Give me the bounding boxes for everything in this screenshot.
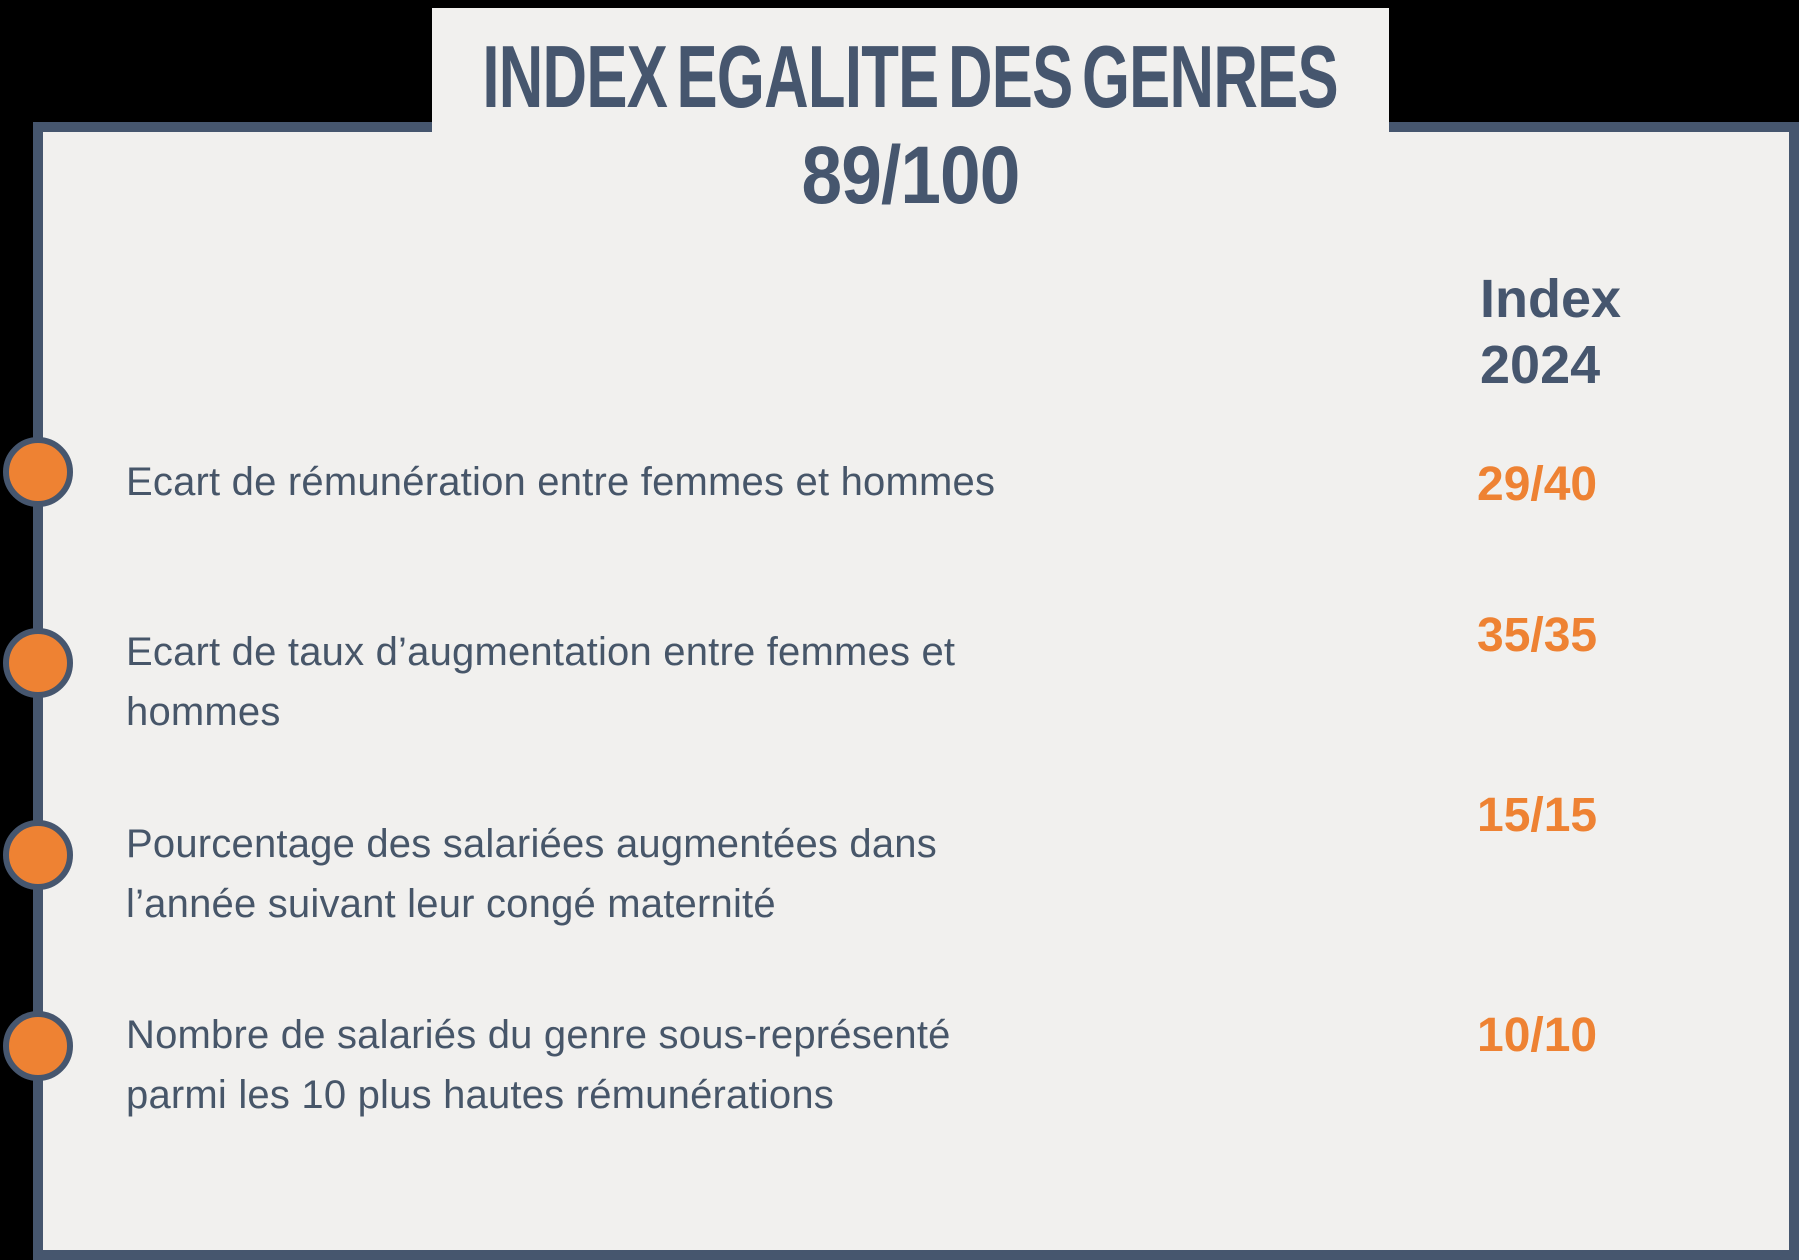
row-score-remuneration: 29/40	[1477, 458, 1598, 511]
row-label-hautes-remunerations: Nombre de salariés du genre sous-représe…	[126, 1013, 951, 1117]
row-label-remuneration: Ecart de rémunération entre femmes et ho…	[126, 460, 996, 504]
row-label-conge-maternite: Pourcentage des salariées augmentées dan…	[126, 822, 937, 926]
orange-circle-icon	[3, 1011, 73, 1081]
row-score-conge-maternite: 15/15	[1477, 789, 1598, 842]
title-banner: INDEX EGALITE DES GENRES	[432, 8, 1389, 132]
overall-score: 89/100	[801, 130, 1021, 221]
index-card	[33, 122, 1799, 1260]
index-2024-column-header: Index 2024	[1480, 269, 1622, 395]
orange-circle-icon	[3, 628, 73, 698]
orange-circle-icon	[3, 437, 73, 507]
row-score-hautes-remunerations: 10/10	[1477, 1009, 1598, 1062]
page-title: INDEX EGALITE DES GENRES	[482, 27, 1339, 126]
row-score-augmentation: 35/35	[1477, 609, 1598, 662]
orange-circle-icon	[3, 820, 73, 890]
row-label-augmentation: Ecart de taux d’augmentation entre femme…	[126, 630, 956, 734]
